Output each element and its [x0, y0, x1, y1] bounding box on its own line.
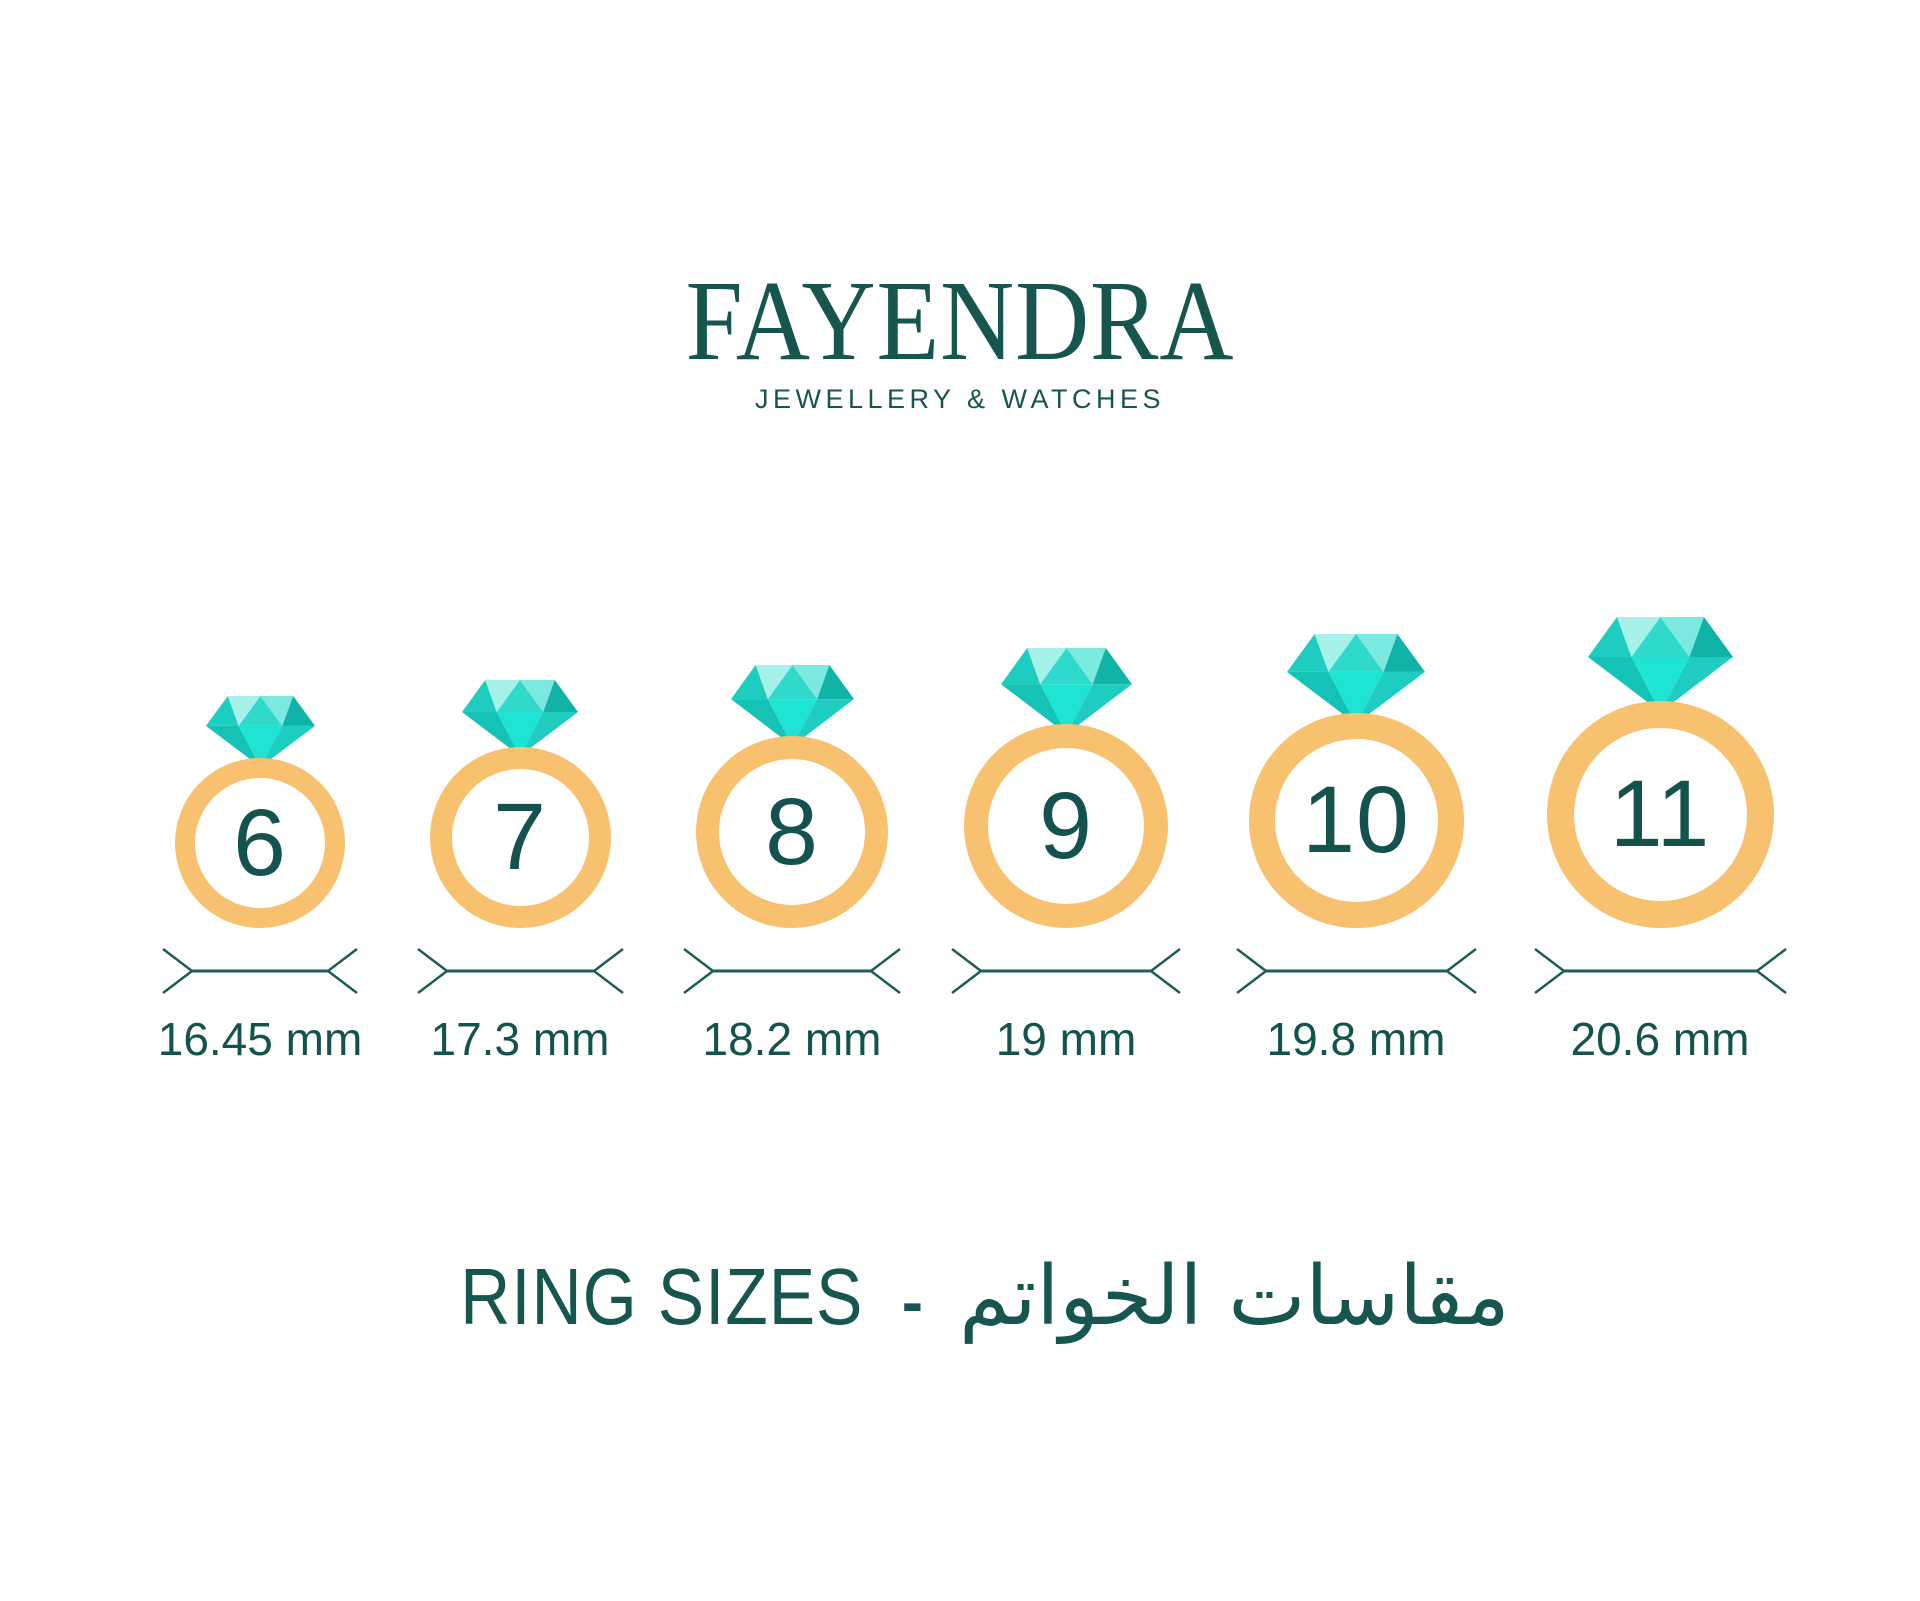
title-separator: -: [901, 1266, 924, 1338]
ring-band: 11: [1546, 701, 1774, 928]
ring-band: 9: [964, 724, 1168, 928]
dimension-marker: [951, 948, 1181, 994]
ring-figure: 9: [964, 648, 1168, 928]
ring-band: 8: [696, 736, 888, 928]
size-label: 18.2 mm: [702, 1013, 882, 1065]
ring-size-number: 8: [765, 778, 819, 885]
ring-band: 6: [175, 758, 345, 928]
footer-title: RING SIZES - مقاسات الخواتم: [20, 1256, 1920, 1338]
ring-band: 10: [1248, 713, 1464, 928]
ring-size-number: 7: [493, 784, 547, 890]
size-label: 20.6 mm: [1570, 1013, 1750, 1065]
size-label: 19.8 mm: [1266, 1013, 1446, 1065]
ring-size-number: 11: [1609, 761, 1711, 867]
diamond-icon: [1287, 634, 1425, 724]
dimension-marker: [1235, 948, 1477, 994]
brand-logo: FAYENDRA: [685, 257, 1235, 384]
diamond-icon: [462, 680, 578, 756]
title-en: RING SIZES: [460, 1252, 864, 1341]
diamond-icon: [205, 696, 315, 767]
ring-figure: 7: [429, 680, 611, 928]
brand-tagline: JEWELLERY & WATCHES: [754, 384, 1166, 414]
ring-band: 7: [429, 747, 611, 928]
size-label: 16.45 mm: [157, 1013, 363, 1065]
size-label: 17.3 mm: [430, 1013, 610, 1065]
diamond-icon: [730, 665, 854, 746]
dimension-marker: [1533, 948, 1787, 994]
brand-block: FAYENDRA JEWELLERY & WATCHES: [0, 264, 1920, 413]
size-label: 19 mm: [995, 1013, 1137, 1065]
ring-size-number: 9: [1039, 772, 1093, 879]
ring-figure: 10: [1248, 634, 1464, 928]
ring-figure: 11: [1546, 617, 1774, 928]
ring-figure: 8: [696, 665, 888, 928]
diamond-icon: [1000, 648, 1132, 734]
dimension-marker: [162, 948, 358, 994]
dimension-marker: [416, 948, 624, 994]
dimension-marker: [683, 948, 901, 994]
ring-size-number: 10: [1302, 767, 1410, 873]
ring-figure: 6: [175, 696, 345, 928]
title-ar: مقاسات الخواتم: [959, 1249, 1510, 1344]
ring-size-number: 6: [233, 789, 287, 896]
diamond-icon: [1587, 617, 1733, 712]
